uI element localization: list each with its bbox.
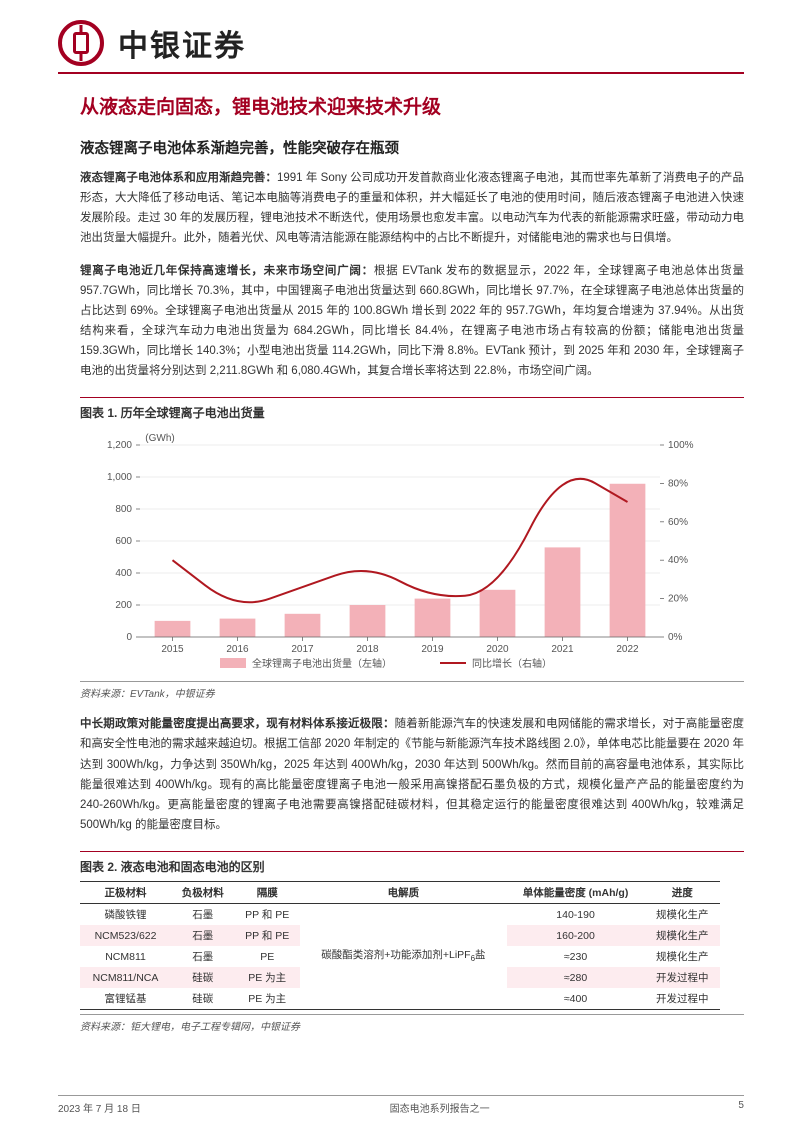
footer-page: 5 — [738, 1100, 744, 1115]
svg-text:400: 400 — [115, 568, 132, 579]
table1-title: 图表 2. 液态电池和固态电池的区别 — [80, 851, 744, 875]
table-cell: 硅碳 — [171, 967, 234, 988]
table-cell: PP 和 PE — [234, 904, 300, 926]
svg-text:2017: 2017 — [291, 644, 314, 655]
table1-container: 正极材料负极材料隔膜电解质单体能量密度 (mAh/g)进度 磷酸铁锂石墨PP 和… — [80, 881, 720, 1010]
table-cell: 石墨 — [171, 904, 234, 926]
svg-text:1,000: 1,000 — [107, 472, 132, 483]
svg-text:20%: 20% — [668, 594, 688, 605]
comparison-table: 正极材料负极材料隔膜电解质单体能量密度 (mAh/g)进度 磷酸铁锂石墨PP 和… — [80, 881, 720, 1010]
svg-text:2015: 2015 — [161, 644, 184, 655]
para2-body: 根据 EVTank 发布的数据显示，2022 年，全球锂离子电池总体出货量 95… — [80, 265, 744, 378]
table-cell: 160-200 — [507, 925, 645, 946]
brand-logo-icon — [58, 20, 104, 66]
table-header-cell: 单体能量密度 (mAh/g) — [507, 882, 645, 904]
table-cell: 石墨 — [171, 946, 234, 967]
svg-text:2021: 2021 — [551, 644, 574, 655]
table-header-cell: 正极材料 — [80, 882, 171, 904]
chart1-source: 资料来源：EVTank，中银证券 — [80, 681, 744, 700]
table-header-cell: 电解质 — [300, 882, 507, 904]
para3-lead: 中长期政策对能量密度提出高要求，现有材料体系接近极限： — [80, 718, 395, 730]
table-cell: 开发过程中 — [644, 967, 720, 988]
table-cell: 石墨 — [171, 925, 234, 946]
page-footer: 2023 年 7 月 18 日 固态电池系列报告之一 5 — [58, 1095, 744, 1115]
table-header-cell: 负极材料 — [171, 882, 234, 904]
paragraph-2: 锂离子电池近几年保持高速增长，未来市场空间广阔：根据 EVTank 发布的数据显… — [80, 261, 744, 382]
svg-text:(GWh): (GWh) — [145, 433, 174, 444]
chart1-svg: (GWh) 0 200 400 600 800 1,000 1,200 0% 20% 40% 60% 8… — [80, 427, 720, 677]
svg-text:0: 0 — [126, 632, 132, 643]
table1-source: 资料来源：钜大锂电，电子工程专辑网，中银证券 — [80, 1014, 744, 1033]
table-cell: NCM811/NCA — [80, 967, 171, 988]
table-cell: PE 为主 — [234, 988, 300, 1010]
table-cell: ≈230 — [507, 946, 645, 967]
svg-text:600: 600 — [115, 536, 132, 547]
table-cell: NCM523/622 — [80, 925, 171, 946]
svg-text:同比增长（右轴）: 同比增长（右轴） — [472, 657, 552, 670]
svg-text:100%: 100% — [668, 440, 694, 451]
table-cell: ≈400 — [507, 988, 645, 1010]
table-cell: PE — [234, 946, 300, 967]
svg-text:2020: 2020 — [486, 644, 509, 655]
table-cell: 富锂锰基 — [80, 988, 171, 1010]
svg-text:全球锂离子电池出货量（左轴）: 全球锂离子电池出货量（左轴） — [252, 657, 392, 670]
table-cell: PE 为主 — [234, 967, 300, 988]
chart1-container: (GWh) 0 200 400 600 800 1,000 1,200 0% 20% 40% 60% 8… — [80, 427, 720, 677]
table-cell: 规模化生产 — [644, 904, 720, 926]
para3-body: 随着新能源汽车的快速发展和电网储能的需求增长，对于高能量密度和高安全性电池的需求… — [80, 718, 744, 831]
svg-text:2016: 2016 — [226, 644, 249, 655]
para1-lead: 液态锂离子电池体系和应用渐趋完善： — [80, 172, 277, 184]
svg-text:2019: 2019 — [421, 644, 444, 655]
svg-text:1,200: 1,200 — [107, 440, 132, 451]
brand-name: 中银证券 — [118, 21, 246, 65]
table-cell: PP 和 PE — [234, 925, 300, 946]
table-cell: NCM811 — [80, 946, 171, 967]
svg-text:200: 200 — [115, 600, 132, 611]
svg-text:60%: 60% — [668, 517, 688, 528]
section-heading-1: 液态锂离子电池体系渐趋完善，性能突破存在瓶颈 — [80, 137, 744, 158]
table-cell-electrolyte: 碳酸酯类溶剂+功能添加剂+LiPF6盐 — [300, 904, 507, 1010]
table-header-cell: 隔膜 — [234, 882, 300, 904]
paragraph-1: 液态锂离子电池体系和应用渐趋完善：1991 年 Sony 公司成功开发首款商业化… — [80, 168, 744, 249]
para2-lead: 锂离子电池近几年保持高速增长，未来市场空间广阔： — [80, 265, 374, 277]
footer-center: 固态电池系列报告之一 — [390, 1100, 490, 1115]
table-header-cell: 进度 — [644, 882, 720, 904]
report-header: 中银证券 — [58, 20, 744, 74]
svg-text:0%: 0% — [668, 632, 683, 643]
table-row: 磷酸铁锂石墨PP 和 PE碳酸酯类溶剂+功能添加剂+LiPF6盐140-190规… — [80, 904, 720, 926]
table-cell: 规模化生产 — [644, 946, 720, 967]
table-cell: 开发过程中 — [644, 988, 720, 1010]
paragraph-3: 中长期政策对能量密度提出高要求，现有材料体系接近极限：随着新能源汽车的快速发展和… — [80, 714, 744, 835]
svg-text:40%: 40% — [668, 555, 688, 566]
svg-text:2018: 2018 — [356, 644, 379, 655]
svg-text:80%: 80% — [668, 479, 688, 490]
footer-date: 2023 年 7 月 18 日 — [58, 1100, 141, 1115]
table-cell: 规模化生产 — [644, 925, 720, 946]
chart1-title: 图表 1. 历年全球锂离子电池出货量 — [80, 397, 744, 421]
svg-text:2022: 2022 — [616, 644, 639, 655]
table-cell: 140-190 — [507, 904, 645, 926]
table-cell: 磷酸铁锂 — [80, 904, 171, 926]
table-cell: 硅碳 — [171, 988, 234, 1010]
svg-text:800: 800 — [115, 504, 132, 515]
table-cell: ≈280 — [507, 967, 645, 988]
page-title: 从液态走向固态，锂电池技术迎来技术升级 — [80, 92, 744, 119]
